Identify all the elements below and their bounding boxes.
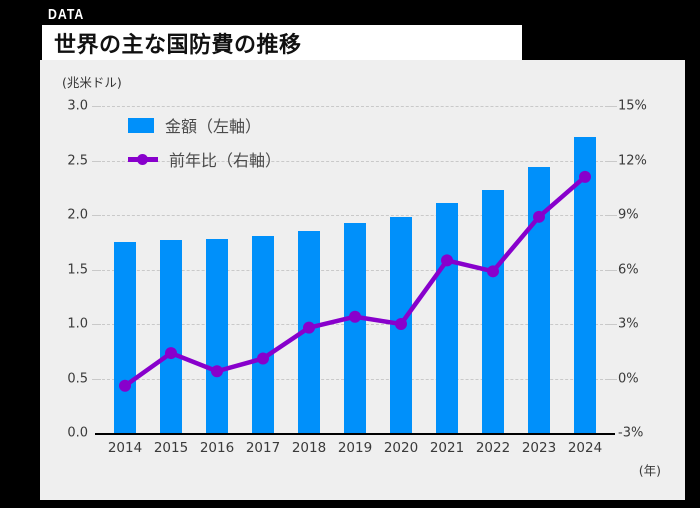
yoy-marker-2016 xyxy=(211,365,223,378)
y-tick-left xyxy=(92,215,101,216)
x-axis-label: 2024 xyxy=(567,440,603,456)
y-tick-right xyxy=(608,106,617,107)
y-axis-left-label: 1.5 xyxy=(67,262,88,277)
kicker-label: DATA xyxy=(48,6,85,23)
y-axis-left-label: 3.0 xyxy=(67,98,88,114)
y-tick-right xyxy=(608,378,617,380)
x-axis-label: 2018 xyxy=(291,440,327,456)
y-axis-right-label: 3% xyxy=(618,316,639,332)
x-axis-label: 2014 xyxy=(107,440,143,456)
x-axis-label: 2019 xyxy=(337,440,373,456)
y-tick-left xyxy=(92,160,101,162)
y-tick-right xyxy=(608,324,617,325)
y-axis-left-label: 1.0 xyxy=(67,316,88,332)
y-tick-right xyxy=(608,269,617,271)
plot-area: 0.0 0.5 1.0 1.5 2.0 2.5 3.0 -3% 0% 3% 6% 9% 12% 15% 20… xyxy=(40,60,685,500)
x-axis-line xyxy=(95,433,615,435)
legend-line-marker xyxy=(137,153,148,165)
yoy-line-path xyxy=(122,174,588,389)
y-axis-right-label: 15% xyxy=(618,98,647,114)
y-tick-left xyxy=(92,324,101,325)
bar-2015 xyxy=(160,240,182,433)
y-tick-right xyxy=(608,160,617,162)
gridline xyxy=(102,160,608,162)
yoy-marker-2021 xyxy=(441,254,453,267)
y-tick-left xyxy=(92,378,101,380)
x-axis-label: 2022 xyxy=(475,440,511,456)
legend-bar-swatch xyxy=(128,117,154,133)
yoy-marker-2022 xyxy=(487,265,499,278)
yoy-marker-2017 xyxy=(257,352,269,365)
left-axis-unit-label: (兆米ドル) xyxy=(62,75,122,90)
yoy-marker-2015 xyxy=(165,347,177,360)
legend-item-amount: 金額（左軸） xyxy=(128,108,281,142)
x-axis-unit-label: (年) xyxy=(638,463,661,478)
y-axis-right-label: 12% xyxy=(618,153,647,168)
bar-2016 xyxy=(206,238,228,433)
legend-label-amount: 金額（左軸） xyxy=(165,117,262,136)
line-series-overlay xyxy=(119,170,591,392)
x-axis-label: 2023 xyxy=(521,440,557,456)
yoy-marker-2018 xyxy=(303,321,315,334)
legend-item-yoy: 前年比（右軸） xyxy=(128,142,281,176)
y-axis-right-label: 6% xyxy=(618,262,639,277)
gridline xyxy=(102,106,608,107)
yoy-marker-2014 xyxy=(119,379,131,392)
gridline xyxy=(102,215,608,216)
bar-2019 xyxy=(344,222,366,433)
title-bar: 世界の主な国防費の推移 xyxy=(40,23,524,63)
legend-label-yoy: 前年比（右軸） xyxy=(169,151,282,170)
y-axis-left-label: 2.5 xyxy=(67,153,88,168)
y-axis-right-label: -3% xyxy=(618,425,644,441)
chart-panel: (兆米ドル) 0.0 0.5 1.0 1.5 2.0 2.5 3.0 -3% 0% 3% 6% 9% 1… xyxy=(40,60,685,500)
y-axis-left-label: 0.0 xyxy=(67,425,88,441)
x-axis-label: 2017 xyxy=(245,440,281,456)
y-axis-left-label: 0.5 xyxy=(67,371,88,386)
x-axis-label: 2021 xyxy=(429,440,465,456)
chart-legend: 金額（左軸） 前年比（右軸） xyxy=(128,108,281,176)
yoy-marker-2023 xyxy=(533,210,545,223)
y-axis-right-label: 9% xyxy=(618,207,639,223)
bar-2017 xyxy=(252,235,274,433)
y-tick-left xyxy=(92,269,101,271)
yoy-marker-2020 xyxy=(395,318,407,330)
yoy-marker-2024 xyxy=(579,170,591,183)
bar-2023 xyxy=(528,167,550,433)
y-axis-right-label: 0% xyxy=(618,371,639,386)
bar-2022 xyxy=(482,189,504,433)
y-tick-right xyxy=(608,215,617,216)
legend-line-swatch xyxy=(128,152,158,166)
yoy-marker-2019 xyxy=(349,310,361,323)
x-axis-label: 2020 xyxy=(383,440,419,456)
x-axis-label: 2015 xyxy=(153,440,189,456)
y-tick-left xyxy=(92,106,101,107)
x-axis-label: 2016 xyxy=(199,440,235,456)
bar-2024 xyxy=(574,136,596,433)
page-title: 世界の主な国防費の推移 xyxy=(54,33,302,58)
y-axis-left-label: 2.0 xyxy=(67,207,88,223)
